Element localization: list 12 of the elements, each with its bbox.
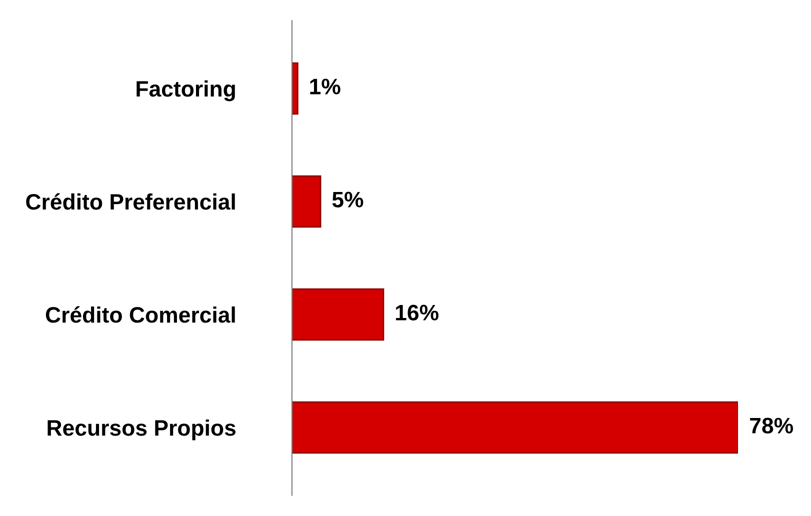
bar (292, 288, 384, 341)
y-tick-label: Recursos Propios (48, 419, 236, 440)
bar (292, 175, 322, 228)
data-label: 1% (310, 78, 340, 94)
bar (292, 401, 738, 454)
y-tick-label: Crédito Preferencial (26, 193, 235, 210)
y-tick-label: Crédito Comercial (46, 306, 235, 323)
bar (292, 62, 298, 115)
data-label: 78% (750, 418, 794, 434)
y-tick-label: Factoring (136, 80, 235, 102)
data-label: 16% (396, 304, 438, 320)
data-label: 5% (332, 192, 364, 208)
